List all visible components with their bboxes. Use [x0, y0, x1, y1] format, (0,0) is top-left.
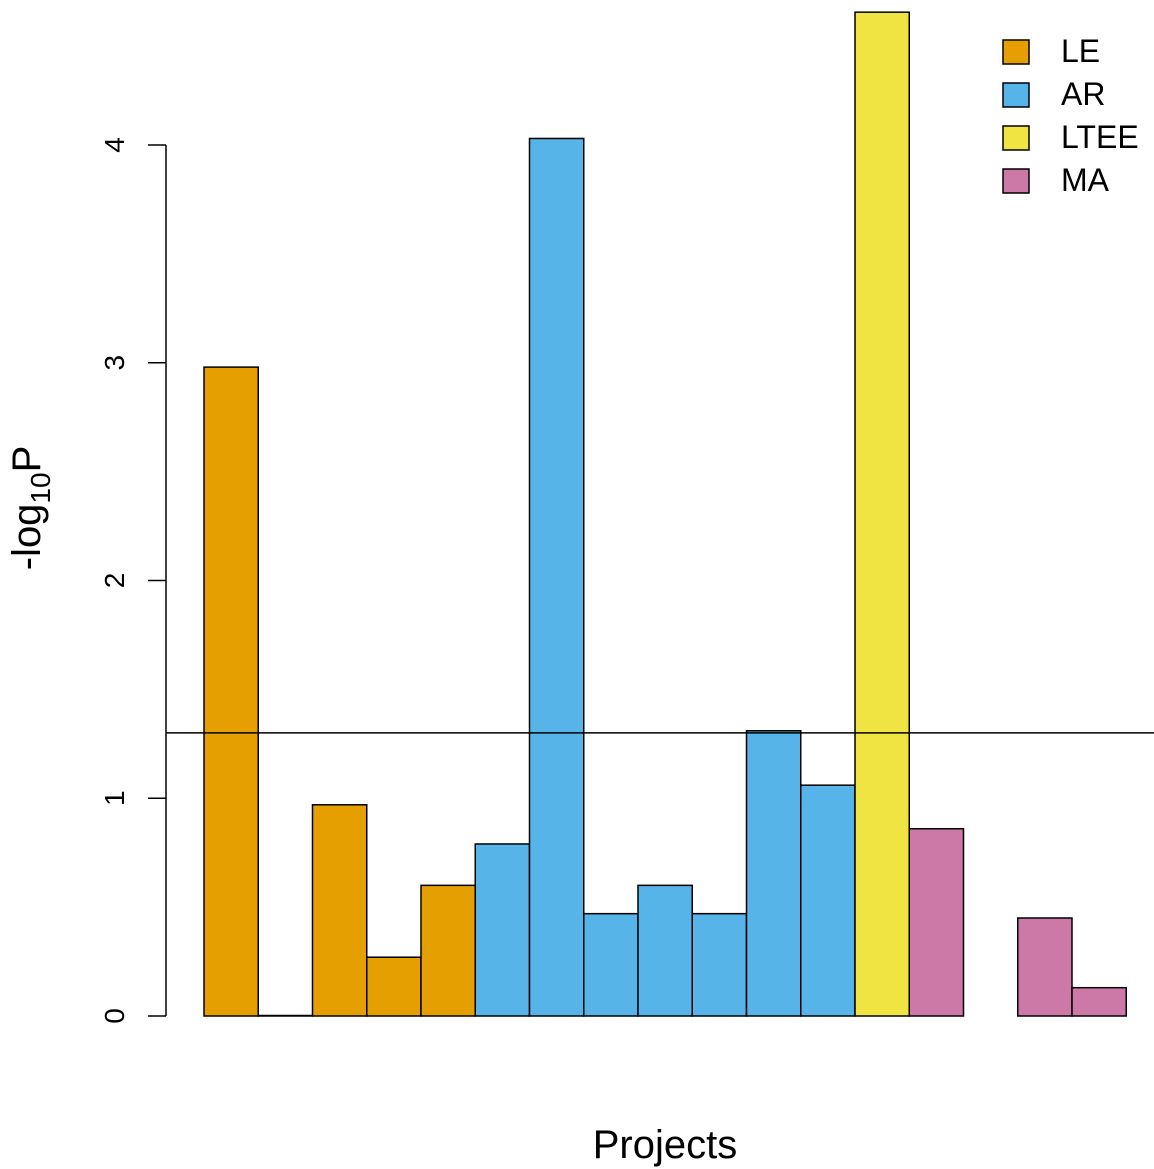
bar-ar-9 — [637, 884, 693, 1017]
legend-swatch-ma — [1002, 168, 1030, 194]
bar-ar-7 — [528, 137, 585, 1017]
y-tick-label-0: 0 — [99, 1008, 130, 1024]
legend-label-le: LE — [1061, 33, 1100, 69]
y-axis: 0 1 2 3 4 — [99, 137, 167, 1024]
y-axis-title: -log10P — [5, 446, 56, 571]
bar-ar-10 — [691, 912, 748, 1017]
bar-ma-16 — [1017, 917, 1073, 1017]
bar-ar-8 — [583, 912, 639, 1017]
bar-ar-11 — [745, 729, 802, 1017]
legend-swatch-ar — [1002, 82, 1030, 108]
legend-swatch-le — [1002, 39, 1030, 65]
legend-label-ltee: LTEE — [1061, 119, 1139, 155]
bar-le-1 — [203, 366, 259, 1017]
bar-le-5 — [420, 884, 476, 1017]
bar-ma-17 — [1071, 986, 1127, 1017]
bar-ma-14 — [908, 827, 965, 1017]
legend-swatch-ltee — [1002, 125, 1030, 151]
legend: LE AR LTEE MA — [1002, 33, 1139, 198]
bars-layer — [203, 11, 1127, 1017]
y-tick-label-3: 3 — [99, 355, 130, 371]
y-axis-title-tail: P — [5, 446, 49, 473]
bar-le-4 — [366, 956, 422, 1017]
bar-ar-6 — [474, 843, 531, 1017]
bar-ltee-13 — [854, 11, 910, 1017]
y-axis-title-main: -log — [5, 504, 49, 571]
bar-le-2 — [257, 1014, 314, 1017]
legend-label-ma: MA — [1061, 162, 1110, 198]
bar-ar-12 — [800, 784, 856, 1017]
y-tick-label-2: 2 — [99, 573, 130, 589]
y-tick-label-1: 1 — [99, 790, 130, 806]
bar-le-3 — [311, 804, 368, 1017]
y-axis-title-subscript: 10 — [25, 472, 56, 503]
legend-label-ar: AR — [1061, 76, 1105, 112]
x-axis-title: Projects — [593, 1123, 738, 1167]
y-tick-label-4: 4 — [99, 137, 130, 153]
